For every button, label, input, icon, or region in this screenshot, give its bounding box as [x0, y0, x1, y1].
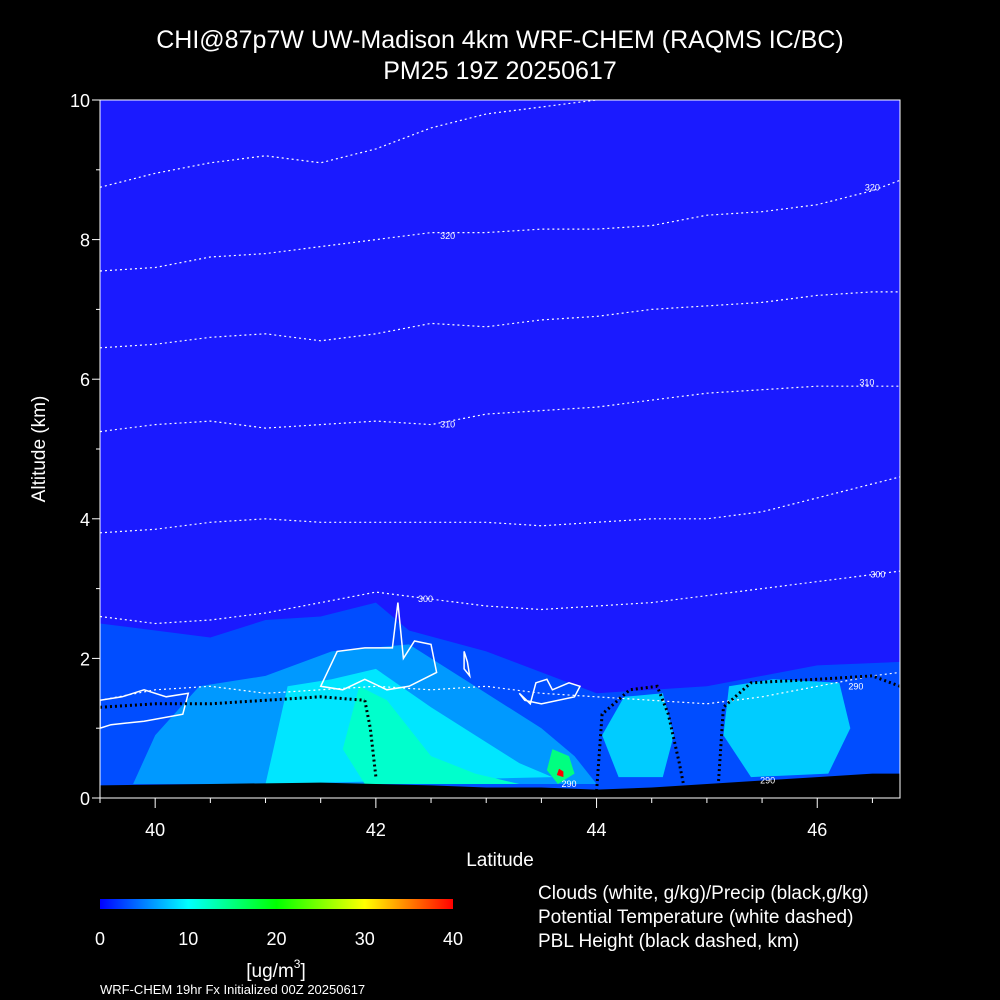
- pm25-field: [100, 602, 900, 798]
- colorbar-unit-superscript: 3: [294, 957, 301, 971]
- theta-contour-label: 290: [561, 779, 576, 789]
- pbl-lines: [100, 674, 900, 792]
- footer-note: WRF-CHEM 19hr Fx Initialized 00Z 2025061…: [100, 982, 365, 997]
- y-axis: 0 2 4 6 8 10: [70, 91, 100, 809]
- pm25-region: [546, 749, 575, 784]
- cloud-contour: [518, 678, 582, 706]
- theta-contour-label: 290: [760, 776, 775, 786]
- x-tick-label: 42: [366, 820, 386, 840]
- theta-contours: [100, 100, 900, 705]
- legend-line-pbl: PBL Height (black dashed, km): [538, 931, 799, 952]
- pm25-region: [556, 768, 564, 778]
- cloud-contour: [463, 651, 471, 679]
- legend-line-clouds: Clouds (white, g/kg)/Precip (black,g/kg): [538, 883, 869, 904]
- terrain-profile: [100, 773, 900, 798]
- colorbar-tick-label: 0: [95, 929, 105, 949]
- theta-contour-label: 290: [848, 681, 863, 691]
- colorbar-tick-label: 30: [355, 929, 375, 949]
- pm25-region: [602, 693, 674, 778]
- x-tick-label: 46: [807, 820, 827, 840]
- y-tick-label: 0: [80, 789, 90, 809]
- colorbar: [100, 899, 453, 909]
- y-tick-label: 10: [70, 91, 90, 111]
- colorbar-ticks: 0 10 20 30 40: [95, 929, 463, 949]
- x-axis-label: Latitude: [466, 850, 534, 871]
- y-tick-label: 6: [80, 370, 90, 390]
- theta-contour-line: [100, 385, 900, 433]
- theta-contour-label: 320: [440, 231, 455, 241]
- theta-contour-line: [100, 100, 607, 188]
- theta-contour-line: [100, 291, 900, 349]
- chart-subtitle: PM25 19Z 20250617: [383, 57, 617, 85]
- terrain: [100, 773, 900, 798]
- x-tick-label: 44: [587, 820, 607, 840]
- theta-contour-line: [100, 671, 900, 705]
- y-tick-label: 2: [80, 649, 90, 669]
- legend-line-potential-temperature: Potential Temperature (white dashed): [538, 907, 853, 928]
- cloud-contours: [100, 602, 582, 729]
- x-tick-label: 40: [145, 820, 165, 840]
- pm25-region: [265, 668, 553, 784]
- y-axis-label: Altitude (km): [29, 396, 50, 503]
- theta-contour-label: 310: [440, 420, 455, 430]
- theta-contour-label: 310: [859, 378, 874, 388]
- pbl-height-line: [363, 700, 378, 778]
- colorbar-tick-label: 20: [266, 929, 286, 949]
- theta-contour-label: 320: [865, 182, 880, 192]
- theta-labels: 290 290 290 300 300 310 310 320 320: [418, 182, 885, 789]
- y-tick-label: 4: [80, 510, 90, 530]
- x-axis: 40 42 44 46: [99, 798, 873, 840]
- y-tick-label: 8: [80, 231, 90, 251]
- colorbar-tick-label: 40: [443, 929, 463, 949]
- colorbar-tick-label: 10: [178, 929, 198, 949]
- colorbar-unit: [ug/m3]: [246, 957, 306, 982]
- theta-contour-line: [100, 179, 900, 272]
- pbl-height-line: [100, 695, 365, 709]
- chart-title: CHI@87p7W UW-Madison 4km WRF-CHEM (RAQMS…: [156, 26, 843, 54]
- pbl-height-line: [595, 684, 687, 792]
- theta-contour-label: 300: [870, 570, 885, 580]
- pm25-region: [342, 686, 520, 784]
- theta-contour-label: 300: [418, 594, 433, 604]
- pm25-region: [723, 679, 851, 778]
- cloud-contour: [319, 602, 438, 691]
